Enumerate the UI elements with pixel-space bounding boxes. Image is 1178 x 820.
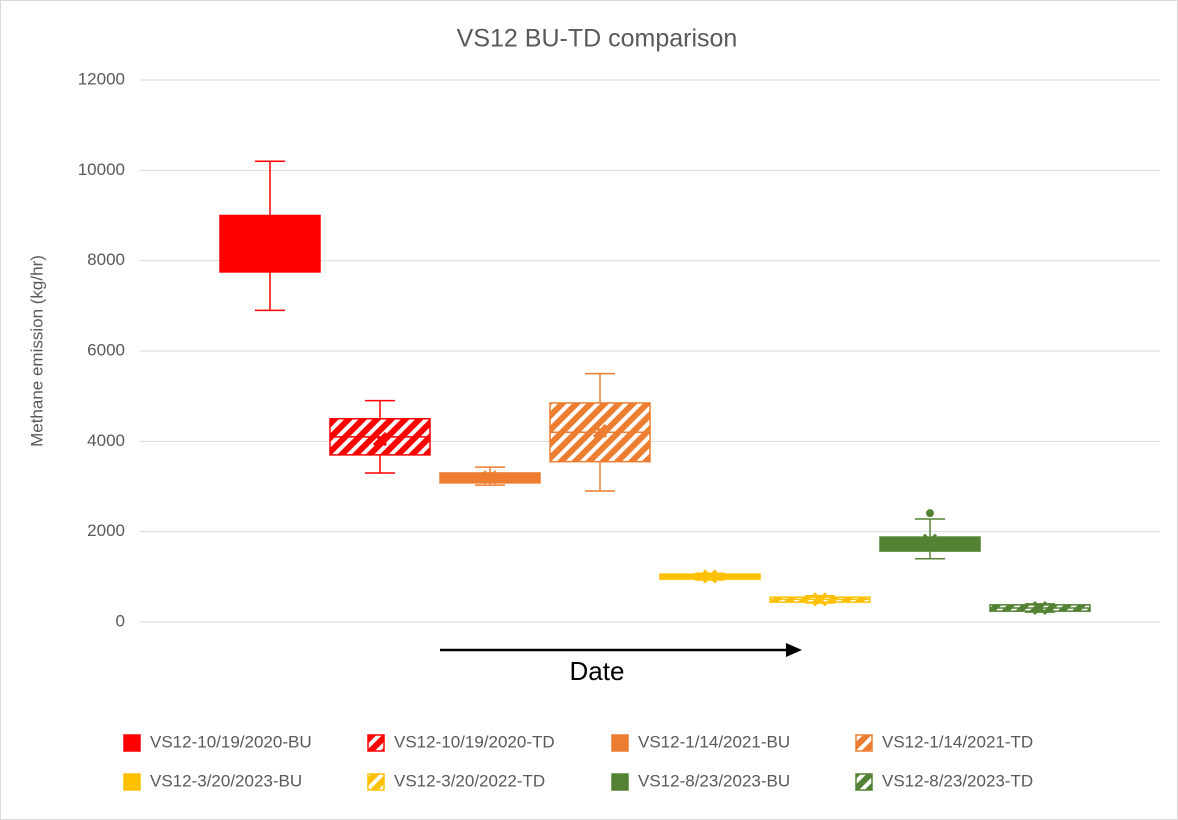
legend-label: VS12-1/14/2021-BU: [638, 732, 790, 751]
mean-marker: [372, 432, 388, 447]
date-arrow-head: [786, 643, 802, 657]
y-tick-label: 8000: [87, 250, 125, 269]
legend-label: VS12-10/19/2020-TD: [394, 732, 555, 751]
box: [879, 536, 981, 552]
y-tick-label: 12000: [78, 69, 125, 88]
y-axis-label: Methane emission (kg/hr): [27, 255, 46, 447]
mean-marker: [1032, 600, 1048, 616]
mean-marker: [702, 569, 718, 584]
mean-marker: [922, 533, 938, 548]
legend-swatch: [367, 734, 385, 752]
mean-marker: [262, 235, 278, 250]
legend-swatch: [123, 734, 141, 752]
legend-label: VS12-3/20/2023-BU: [150, 771, 302, 790]
mean-marker: [812, 592, 828, 607]
legend-label: VS12-1/14/2021-TD: [882, 732, 1033, 751]
mean-marker: [592, 423, 608, 439]
legend-swatch: [367, 773, 385, 791]
legend-swatch: [611, 773, 629, 791]
y-tick-label: 10000: [78, 160, 125, 179]
legend-swatch: [611, 734, 629, 752]
annotation: Date: [570, 656, 625, 686]
mean-marker: [482, 470, 498, 485]
y-tick-label: 6000: [87, 340, 125, 359]
y-tick-label: 2000: [87, 521, 125, 540]
legend-label: VS12-8/23/2023-TD: [882, 771, 1033, 790]
chart-title: VS12 BU-TD comparison: [457, 25, 738, 53]
legend-label: VS12-8/23/2023-BU: [638, 771, 790, 790]
legend-label: VS12-3/20/2022-TD: [394, 771, 545, 790]
outlier: [926, 509, 934, 518]
legend-swatch: [855, 773, 873, 791]
legend-label: VS12-10/19/2020-BU: [150, 732, 312, 751]
legend-swatch: [855, 734, 873, 752]
legend-swatch: [123, 773, 141, 791]
y-tick-label: 4000: [87, 431, 125, 450]
y-tick-label: 0: [116, 611, 125, 630]
